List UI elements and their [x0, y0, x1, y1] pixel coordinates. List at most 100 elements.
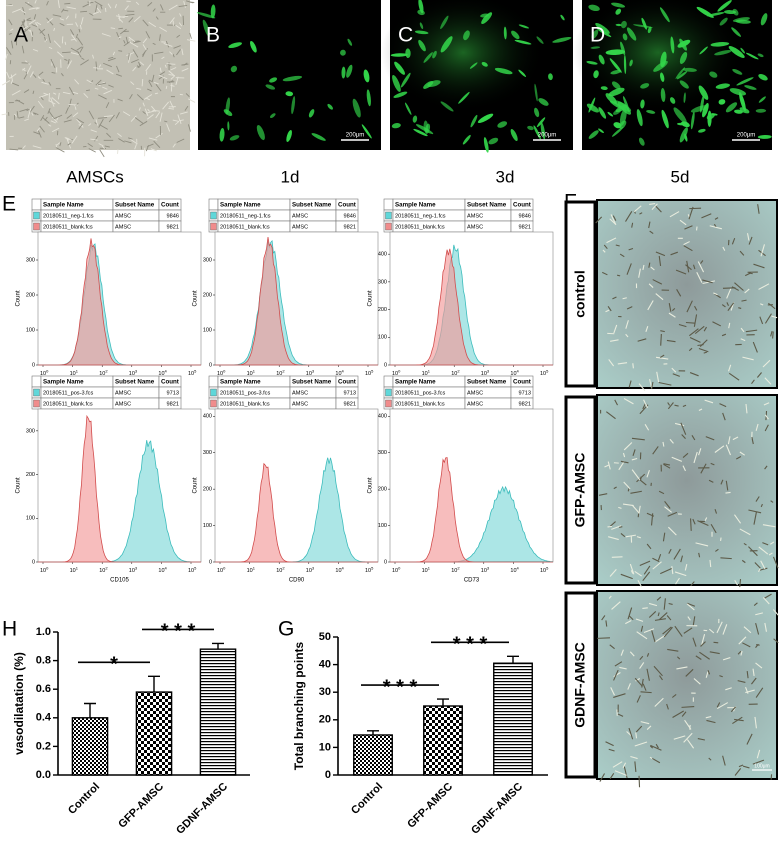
cell: [159, 67, 162, 73]
tube: [654, 634, 666, 643]
x-tick-label: 104: [158, 566, 167, 575]
cell: [148, 137, 158, 141]
tube: [722, 624, 728, 635]
table-cell-text: 9821: [167, 224, 179, 230]
histogram-curve: [215, 237, 378, 366]
cell: [63, 119, 72, 123]
gfp-cell: [641, 17, 647, 30]
cell: [22, 25, 29, 31]
cell: [50, 97, 55, 107]
cell: [118, 13, 121, 21]
tube: [683, 241, 690, 246]
x-tick-label: 105: [365, 566, 374, 575]
tube: [653, 665, 663, 677]
x-tick-exponent: 5: [194, 369, 197, 374]
gfp-cell: [732, 68, 743, 75]
gfp-cell: [432, 50, 437, 59]
y-tick-label: 200: [378, 487, 387, 493]
x-tick-exponent: 0: [46, 369, 49, 374]
cell: [29, 105, 35, 113]
cell: [152, 42, 156, 45]
cell: [65, 107, 69, 114]
tube: [622, 762, 627, 768]
x-tick-base: 10: [129, 568, 135, 574]
cell: [154, 51, 164, 55]
tube: [671, 456, 683, 462]
x-tick-label: 102: [451, 369, 460, 378]
tube: [716, 702, 721, 708]
cell: [180, 111, 188, 115]
x-tick-label: 103: [129, 566, 138, 575]
tube: [646, 725, 652, 730]
tube: [698, 408, 703, 412]
tube: [613, 693, 626, 698]
histogram-curve: [38, 238, 201, 366]
cell: [33, 112, 39, 116]
gfp-cell: [588, 97, 596, 113]
gfp-cell: [619, 108, 627, 126]
gfp-cell: [463, 30, 470, 41]
tube: [680, 422, 687, 435]
cell: [21, 9, 26, 14]
tube: [764, 377, 772, 385]
gfp-cell: [636, 109, 643, 127]
tube: [657, 554, 662, 561]
tube: [630, 570, 634, 574]
cell: [130, 115, 137, 122]
gfp-cell: [728, 46, 745, 58]
cell: [57, 51, 64, 58]
tube: [671, 566, 674, 575]
tube: [751, 677, 757, 685]
cell: [79, 24, 82, 30]
histogram-curve: [38, 414, 201, 563]
tube: [694, 305, 698, 311]
x-tick-base: 10: [70, 568, 76, 574]
error-bar: [437, 698, 449, 706]
cell: [117, 132, 122, 137]
tube: [639, 662, 645, 669]
gfp-cell: [560, 14, 565, 21]
y-tick-label: 0.0: [36, 769, 51, 781]
cell: [22, 7, 26, 15]
tube: [614, 399, 619, 406]
gfp-cell: [699, 46, 708, 55]
tube: [768, 552, 773, 556]
tube: [700, 634, 706, 646]
tube: [644, 424, 650, 431]
tube: [659, 612, 668, 620]
tube: [690, 518, 692, 531]
cell: [155, 111, 161, 119]
tube: [694, 325, 705, 335]
tube: [676, 289, 682, 297]
tube: [656, 371, 660, 383]
cell: [38, 71, 44, 76]
cell: [101, 145, 105, 150]
tube: [628, 727, 634, 740]
tube: [650, 266, 655, 271]
tube: [599, 773, 606, 782]
tube: [670, 251, 678, 256]
tube: [746, 733, 753, 745]
x-tick-label: GDNF-AMSC: [174, 781, 230, 837]
gfp-cell: [250, 40, 257, 53]
tube: [768, 302, 776, 310]
cell: [29, 29, 33, 38]
table-cell-text: AMSC: [467, 224, 483, 230]
tube: [622, 452, 626, 458]
tube: [759, 316, 764, 325]
gfp-cell: [404, 102, 412, 115]
tube: [611, 525, 622, 530]
y-tick-label: 0.8: [36, 655, 51, 667]
cell: [61, 8, 65, 13]
tube: [754, 562, 761, 569]
table-cell-text: 9713: [519, 390, 531, 396]
cell: [64, 2, 71, 5]
gfp-cell: [196, 12, 216, 19]
cell: [71, 34, 77, 42]
cell: [145, 31, 151, 39]
tube: [658, 381, 672, 386]
tube: [745, 403, 748, 414]
tube: [609, 218, 617, 225]
x-tick-base: 10: [451, 371, 457, 377]
cell: [80, 59, 89, 66]
